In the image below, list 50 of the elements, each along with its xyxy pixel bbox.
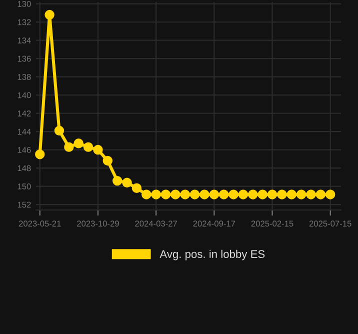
x-tick-label: 2024-03-27 [135, 220, 177, 227]
y-tick-label: 152 [18, 202, 31, 208]
x-tick-label: 2025-02-15 [251, 220, 294, 227]
point [316, 190, 326, 200]
point [93, 144, 103, 155]
x-tick-label: 2025-07-15 [309, 220, 352, 227]
point [170, 190, 180, 200]
point [248, 190, 258, 200]
y-tick-label: 148 [18, 165, 31, 172]
y-tick-label: 132 [18, 19, 31, 26]
y-tick-label: 136 [18, 56, 31, 62]
point [35, 149, 45, 160]
y-tick-label: 134 [18, 38, 31, 44]
x-tick-label: 2023-10-29 [77, 220, 119, 227]
point [54, 126, 64, 136]
point [64, 142, 74, 152]
y-tick-label: 138 [18, 74, 31, 80]
point [325, 190, 336, 200]
point [102, 156, 113, 166]
legend-label: Avg. pos. in lobby ES [160, 250, 265, 260]
point [258, 190, 268, 200]
point [218, 190, 229, 200]
point [238, 190, 248, 200]
point [160, 190, 171, 200]
y-tick-label: 130 [18, 1, 31, 7]
point [306, 190, 316, 200]
point [132, 183, 142, 193]
point [228, 190, 238, 200]
x-tick-label: 2024-09-17 [193, 220, 236, 227]
point [151, 190, 161, 200]
point [200, 190, 210, 200]
y-tick-label: 150 [18, 183, 31, 190]
point [296, 190, 306, 200]
point [267, 190, 278, 200]
point [112, 176, 122, 186]
y-tick-label: 146 [18, 146, 31, 153]
point [44, 10, 54, 20]
point [286, 190, 296, 200]
point [209, 190, 220, 200]
y-tick-label: 144 [18, 128, 31, 135]
point [83, 142, 94, 152]
point [142, 190, 152, 200]
y-tick-label: 140 [18, 92, 31, 98]
point [180, 190, 190, 200]
point [190, 190, 200, 200]
y-tick-label: 142 [18, 110, 31, 116]
point [74, 138, 84, 148]
point [277, 190, 287, 200]
x-tick-label: 2023-05-21 [18, 220, 61, 227]
point [122, 178, 132, 188]
